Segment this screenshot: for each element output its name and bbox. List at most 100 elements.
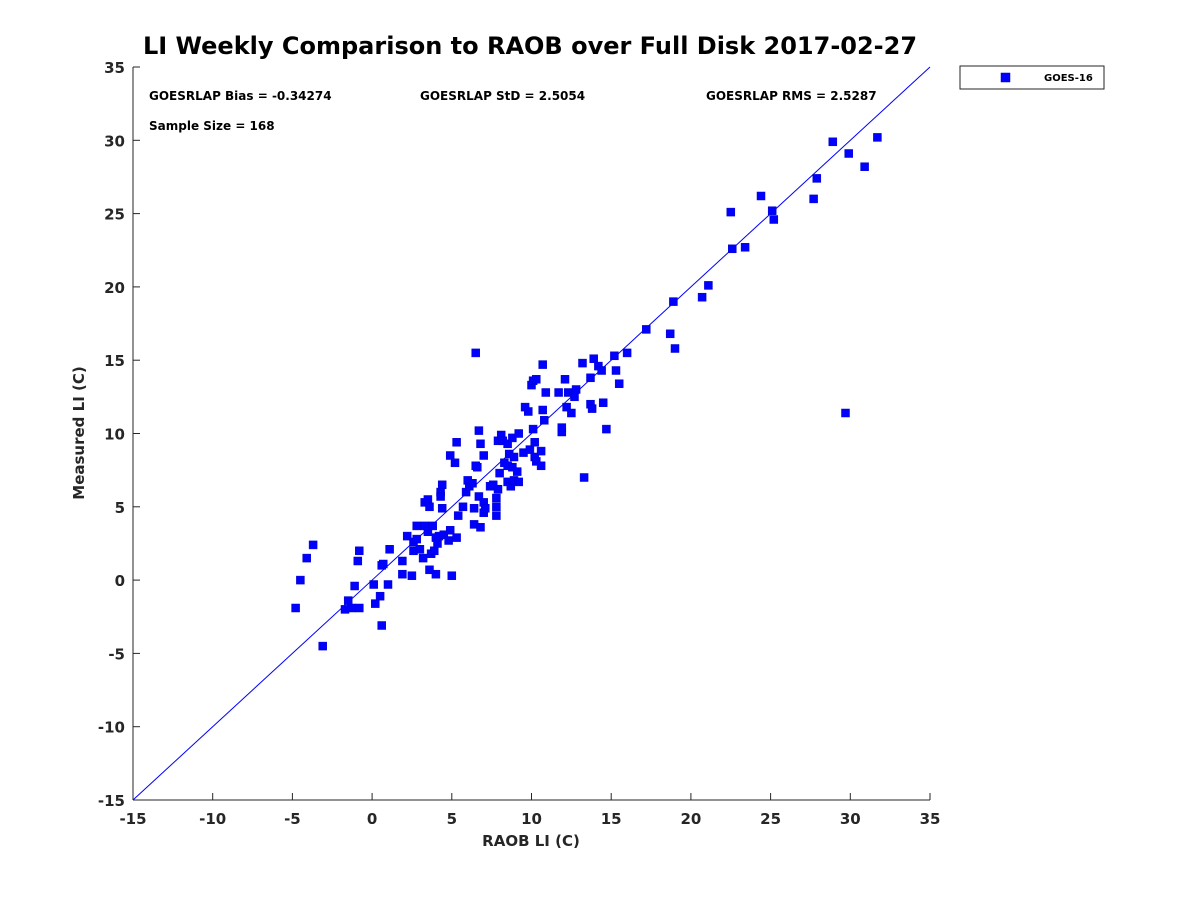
data-point	[809, 194, 818, 204]
data-point	[355, 546, 364, 556]
legend-label: GOES-16	[1044, 73, 1093, 84]
data-point	[423, 527, 433, 536]
data-point	[570, 392, 579, 402]
data-point	[433, 539, 442, 548]
data-point	[670, 344, 680, 353]
x-tick-label: 30	[840, 810, 861, 828]
data-point	[554, 388, 563, 397]
data-point	[436, 492, 445, 501]
data-point	[402, 531, 412, 541]
y-tick-label: 35	[104, 59, 125, 77]
data-point	[447, 571, 457, 580]
data-point	[587, 404, 597, 413]
data-point	[471, 348, 480, 358]
data-point	[343, 596, 353, 605]
data-point	[514, 429, 523, 438]
data-point	[452, 438, 461, 447]
data-point	[453, 511, 463, 520]
data-point	[479, 451, 488, 460]
data-point	[614, 379, 624, 388]
data-point	[578, 358, 587, 368]
data-point	[379, 559, 388, 569]
data-point	[512, 467, 522, 476]
data-point	[536, 446, 546, 456]
y-tick-label: -15	[98, 792, 125, 810]
data-point	[418, 553, 428, 563]
data-point	[726, 207, 736, 217]
data-point	[530, 438, 539, 447]
data-point	[514, 477, 523, 487]
data-point	[412, 534, 421, 544]
y-tick-label: 5	[115, 499, 125, 517]
data-point	[828, 137, 838, 147]
data-point	[350, 581, 359, 591]
data-point	[538, 360, 547, 369]
data-point	[437, 480, 447, 490]
data-point	[445, 526, 455, 535]
data-point	[407, 571, 417, 580]
data-point	[611, 366, 621, 375]
data-point	[704, 281, 713, 290]
data-point	[423, 495, 433, 504]
data-point	[458, 502, 468, 512]
data-points	[291, 133, 882, 651]
data-point	[476, 523, 485, 532]
data-point	[371, 599, 380, 608]
sample-size-annotation: Sample Size = 168	[149, 119, 275, 133]
data-point	[347, 603, 356, 613]
data-point	[481, 504, 490, 513]
x-tick-label: 15	[601, 810, 622, 828]
data-point	[728, 244, 737, 254]
data-point	[669, 297, 678, 306]
data-point	[488, 480, 498, 490]
x-tick-label: -5	[284, 810, 301, 828]
data-point	[586, 373, 595, 383]
data-point	[308, 540, 318, 550]
legend: GOES-16	[959, 65, 1105, 90]
data-point	[425, 502, 434, 512]
data-point	[528, 424, 538, 434]
data-point	[540, 416, 549, 425]
data-point	[665, 329, 675, 339]
data-point	[412, 521, 421, 531]
data-point	[296, 575, 305, 585]
rms-annotation: GOESRLAP RMS = 2.5287	[706, 89, 877, 103]
std-annotation: GOESRLAP StD = 2.5054	[420, 89, 585, 103]
data-point	[525, 445, 535, 454]
data-point	[557, 423, 567, 432]
x-tick-label: 25	[760, 810, 781, 828]
y-ticks: -15 -10 -5 0 5 10 15 20 25 30 35	[98, 59, 140, 810]
data-point	[740, 243, 750, 252]
data-point	[602, 424, 611, 434]
data-point	[532, 375, 541, 384]
data-point	[469, 504, 479, 513]
data-point	[610, 351, 619, 361]
y-tick-label: 15	[104, 352, 125, 370]
data-point	[398, 569, 407, 579]
data-point	[509, 452, 519, 462]
x-tick-label: 35	[920, 810, 941, 828]
x-tick-label: -15	[119, 810, 146, 828]
data-point	[492, 493, 501, 503]
data-point	[567, 408, 576, 418]
data-point	[503, 439, 512, 449]
x-tick-label: 5	[447, 810, 457, 828]
data-point	[536, 461, 546, 471]
y-tick-label: 0	[115, 572, 125, 590]
data-point	[767, 206, 777, 215]
data-point	[697, 292, 707, 302]
data-point	[383, 580, 393, 589]
data-point	[428, 521, 437, 531]
data-point	[812, 174, 822, 183]
data-point	[597, 366, 606, 375]
y-tick-label: 25	[104, 206, 125, 224]
data-point	[562, 402, 571, 412]
data-point	[841, 408, 850, 418]
data-point	[589, 354, 598, 363]
data-point	[375, 591, 385, 601]
data-point	[474, 426, 484, 435]
data-point	[508, 462, 517, 472]
data-point	[445, 451, 455, 460]
data-point	[622, 348, 632, 358]
